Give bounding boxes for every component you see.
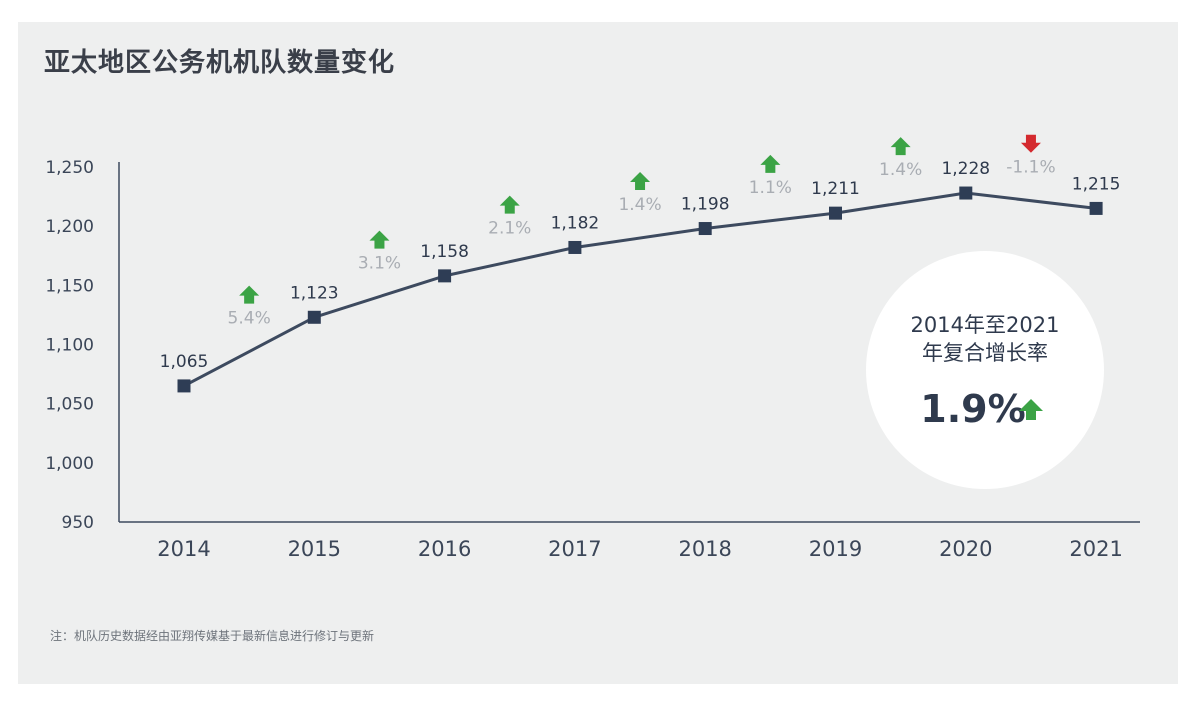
summary-value: 1.9% bbox=[920, 387, 1025, 431]
growth-up-arrow-icon bbox=[499, 195, 520, 214]
data-point-marker bbox=[829, 206, 842, 220]
growth-up-arrow-icon bbox=[369, 230, 390, 249]
data-value-label: 1,065 bbox=[160, 352, 209, 372]
x-tick-label: 2019 bbox=[809, 537, 862, 561]
data-point-marker bbox=[307, 310, 321, 324]
growth-rate-label: 5.4% bbox=[228, 309, 271, 329]
cagr-summary: 2014年至2021 年复合增长率 1.9% bbox=[866, 251, 1104, 489]
y-tick-label: 1,100 bbox=[45, 336, 94, 356]
growth-up-arrow-icon bbox=[760, 154, 781, 173]
x-tick-label: 2021 bbox=[1069, 537, 1122, 561]
chart-title: 亚太地区公务机机队数量变化 bbox=[44, 48, 396, 78]
y-tick-label: 1,250 bbox=[45, 158, 94, 178]
growth-rate-label: 3.1% bbox=[358, 254, 401, 274]
data-value-label: 1,182 bbox=[551, 213, 600, 233]
growth-annotations: 5.4% 3.1% 2.1% 1.4% 1.1% 1.4% -1.1% bbox=[228, 134, 1056, 329]
x-tick-label: 2017 bbox=[548, 537, 601, 561]
summary-up-arrow-icon bbox=[1019, 399, 1043, 420]
footnote: 注：机队历史数据经由亚翔传媒基于最新信息进行修订与更新 bbox=[50, 629, 375, 643]
x-tick-label: 2020 bbox=[939, 537, 992, 561]
growth-rate-label: 1.4% bbox=[879, 160, 922, 180]
growth-up-arrow-icon bbox=[239, 285, 260, 304]
data-value-label: 1,158 bbox=[420, 242, 469, 262]
y-tick-label: 1,150 bbox=[45, 276, 94, 296]
x-tick-label: 2014 bbox=[157, 537, 210, 561]
data-point-marker bbox=[1089, 201, 1103, 215]
summary-circle bbox=[866, 251, 1104, 489]
growth-up-arrow-icon bbox=[630, 172, 651, 190]
data-value-label: 1,198 bbox=[681, 195, 730, 215]
data-value-label: 1,228 bbox=[941, 159, 990, 179]
y-tick-label: 1,000 bbox=[45, 454, 94, 474]
growth-rate-label: 2.1% bbox=[488, 219, 531, 239]
y-tick-labels: 950 1,000 1,050 1,100 1,150 1,200 1,250 bbox=[45, 158, 94, 533]
y-tick-label: 1,200 bbox=[45, 217, 94, 237]
y-tick-label: 1,050 bbox=[45, 395, 94, 415]
growth-rate-label: 1.4% bbox=[618, 195, 661, 215]
series-line bbox=[183, 191, 1097, 388]
data-value-label: 1,215 bbox=[1072, 174, 1121, 194]
data-point-marker bbox=[959, 186, 973, 200]
data-value-label: 1,123 bbox=[290, 283, 339, 303]
growth-down-arrow-icon bbox=[1020, 134, 1041, 153]
growth-rate-label: -1.1% bbox=[1006, 158, 1055, 178]
data-point-marker bbox=[698, 222, 712, 236]
growth-rate-label: 1.1% bbox=[749, 178, 792, 198]
x-tick-labels: 2014 2015 2016 2017 2018 2019 2020 2021 bbox=[157, 537, 1123, 561]
growth-up-arrow-icon bbox=[890, 137, 911, 156]
x-tick-label: 2015 bbox=[288, 537, 341, 561]
chart-axes bbox=[118, 162, 1140, 523]
summary-line2: 年复合增长率 bbox=[922, 341, 1048, 365]
data-point-marker bbox=[438, 269, 452, 283]
summary-line1: 2014年至2021 bbox=[911, 313, 1060, 337]
y-tick-label: 950 bbox=[62, 513, 94, 533]
x-tick-label: 2018 bbox=[678, 537, 731, 561]
data-series: 1,065 1,123 1,158 1,182 1,198 1,211 1,228 1,215 bbox=[160, 159, 1121, 393]
data-point-marker bbox=[568, 240, 582, 254]
data-value-label: 1,211 bbox=[811, 179, 860, 199]
x-tick-label: 2016 bbox=[418, 537, 471, 561]
data-point-marker bbox=[177, 379, 191, 393]
